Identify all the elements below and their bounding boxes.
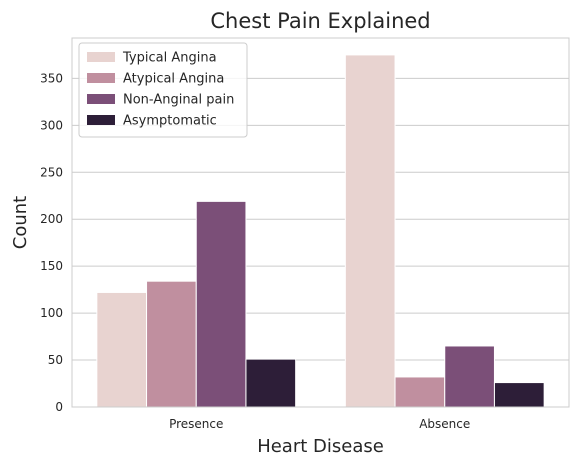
x-axis-label: Heart Disease: [257, 436, 384, 457]
y-tick-label: 0: [55, 400, 63, 414]
legend-swatch: [87, 94, 115, 104]
y-tick-label: 50: [48, 353, 63, 367]
y-axis-label: Count: [10, 196, 31, 249]
legend-swatch: [87, 52, 115, 62]
x-tick-label: Presence: [169, 417, 223, 431]
legend-label: Non-Anginal pain: [123, 93, 234, 108]
legend-label: Atypical Angina: [123, 72, 224, 87]
plot-frame: [71, 37, 570, 408]
legend-swatch: [87, 73, 115, 83]
y-tick-label: 350: [40, 71, 63, 85]
y-tick-label: 200: [40, 212, 63, 226]
chart-title: Chest Pain Explained: [210, 9, 430, 33]
y-tick-label: 150: [40, 259, 63, 273]
legend-box: [78, 42, 248, 138]
legend-label: Asymptomatic: [123, 114, 217, 129]
bar-asymptomatic-absence: [493, 382, 545, 408]
bar-asymptomatic-presence: [245, 358, 297, 408]
y-tick-label: 250: [40, 165, 63, 179]
bar-typical-angina-presence: [96, 291, 148, 408]
bar-atypical-angina-presence: [146, 280, 197, 408]
bar-non-anginal-pain-presence: [195, 200, 247, 408]
bars-layer: [96, 54, 545, 408]
bar-atypical-angina-absence: [394, 376, 446, 408]
y-tick-label: 300: [40, 118, 63, 132]
axis-layer: 0 50 100 150 200 250 300 350 Presence Absence: [40, 37, 570, 431]
x-tick-label: Absence: [419, 417, 470, 431]
y-tick-label: 100: [40, 306, 63, 320]
bar-typical-angina-absence: [344, 54, 396, 408]
bar-non-anginal-pain-absence: [444, 345, 495, 408]
legend-swatch: [87, 115, 115, 125]
legend-label: Typical Angina: [122, 51, 217, 66]
legend: Typical Angina Atypical Angina Non-Anginal…: [78, 42, 248, 138]
